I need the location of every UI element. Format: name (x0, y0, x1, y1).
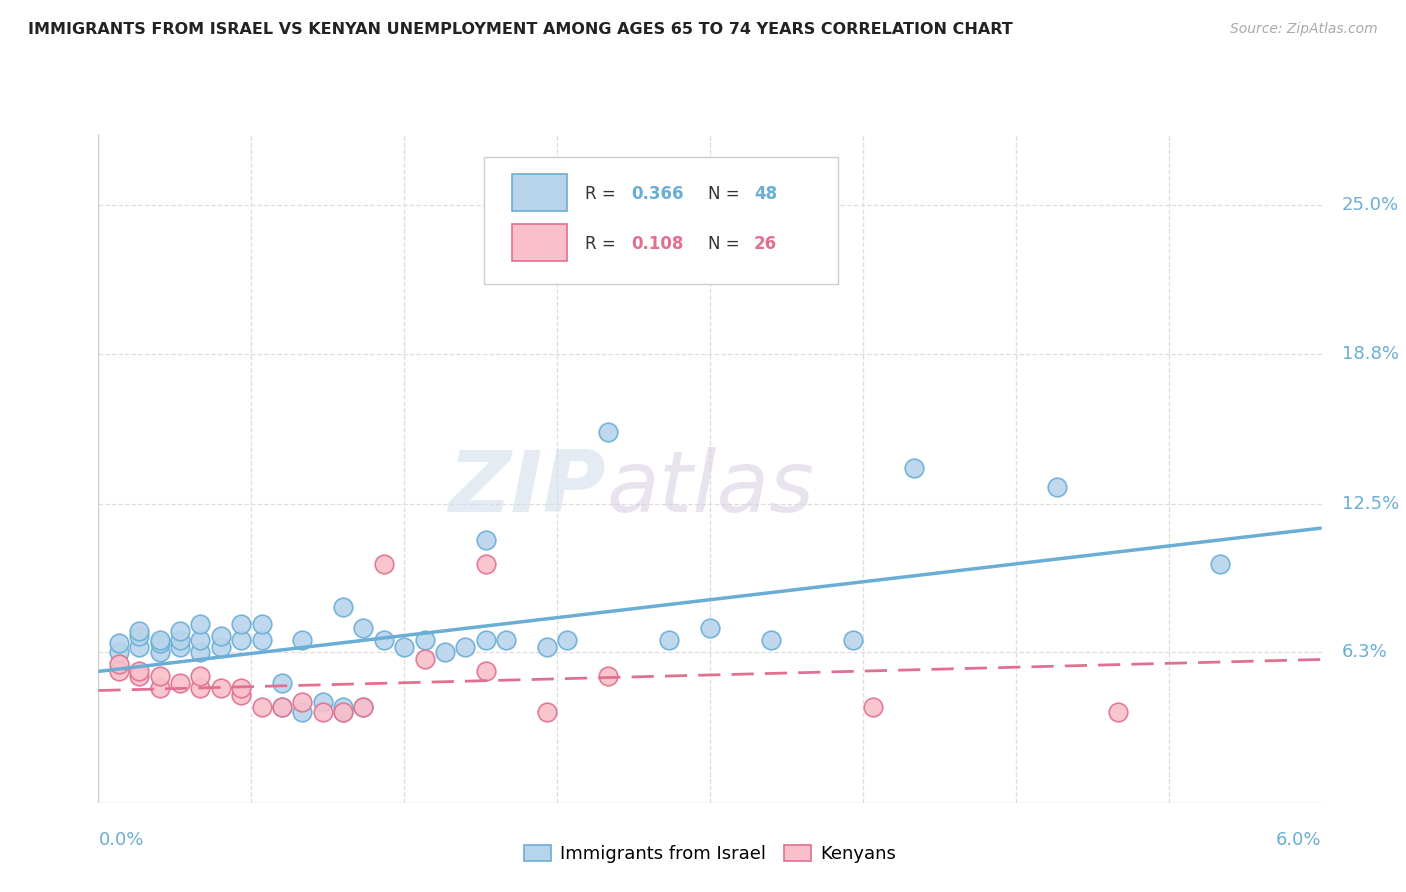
Point (188, 616, 212, 631)
Point (149, 645, 172, 659)
Point (352, 621, 374, 635)
Point (291, 633, 314, 648)
Text: R =: R = (585, 185, 621, 203)
Bar (512, 174, 567, 211)
Text: 6.3%: 6.3% (1341, 643, 1388, 661)
Point (270, 700, 292, 714)
Point (149, 669, 172, 683)
Point (209, 681, 232, 695)
Point (761, 633, 783, 648)
Point (250, 700, 273, 714)
Point (250, 616, 273, 631)
Point (311, 705, 335, 719)
Point (311, 696, 335, 710)
Point (332, 705, 354, 719)
Point (270, 700, 292, 714)
Text: 12.5%: 12.5% (1341, 495, 1399, 513)
Point (598, 425, 620, 440)
Point (474, 557, 498, 571)
Point (413, 633, 436, 648)
Point (169, 676, 191, 690)
Point (373, 633, 395, 648)
Point (188, 681, 212, 695)
Point (413, 652, 436, 666)
Point (169, 624, 191, 638)
Point (332, 599, 354, 614)
Legend: Immigrants from Israel, Kenyans: Immigrants from Israel, Kenyans (517, 838, 903, 871)
Text: Source: ZipAtlas.com: Source: ZipAtlas.com (1230, 22, 1378, 37)
Point (536, 640, 558, 655)
Point (169, 640, 191, 655)
Point (291, 705, 314, 719)
Point (433, 645, 456, 659)
Point (128, 640, 150, 655)
Point (454, 640, 477, 655)
Point (474, 533, 498, 547)
Point (128, 628, 150, 642)
Point (231, 616, 253, 631)
Text: 0.366: 0.366 (631, 185, 685, 203)
Point (352, 700, 374, 714)
FancyBboxPatch shape (484, 157, 838, 285)
Point (128, 624, 150, 638)
Point (188, 645, 212, 659)
Point (536, 705, 558, 719)
Point (474, 633, 498, 648)
Point (373, 557, 395, 571)
Point (169, 633, 191, 648)
Point (1107, 705, 1129, 719)
Bar (512, 224, 567, 260)
Text: 25.0%: 25.0% (1341, 196, 1399, 214)
Point (188, 633, 212, 648)
Point (128, 665, 150, 679)
Text: IMMIGRANTS FROM ISRAEL VS KENYAN UNEMPLOYMENT AMONG AGES 65 TO 74 YEARS CORRELAT: IMMIGRANTS FROM ISRAEL VS KENYAN UNEMPLO… (28, 22, 1012, 37)
Point (332, 700, 354, 714)
Point (862, 700, 884, 714)
Point (658, 633, 681, 648)
Point (250, 633, 273, 648)
Point (149, 633, 172, 648)
Point (270, 676, 292, 690)
Point (231, 633, 253, 648)
Point (474, 665, 498, 679)
Point (108, 657, 131, 672)
Point (1208, 557, 1232, 571)
Text: N =: N = (707, 185, 744, 203)
Point (495, 633, 517, 648)
Point (128, 669, 150, 683)
Point (108, 665, 131, 679)
Point (291, 696, 314, 710)
Point (1045, 480, 1069, 494)
Point (149, 681, 172, 695)
Point (841, 633, 863, 648)
Point (108, 645, 131, 659)
Text: R =: R = (585, 235, 621, 253)
Point (332, 705, 354, 719)
Text: N =: N = (707, 235, 744, 253)
Point (231, 681, 253, 695)
Text: 48: 48 (754, 185, 778, 203)
Text: ZIP: ZIP (449, 447, 606, 530)
Point (149, 636, 172, 650)
Point (903, 461, 925, 475)
Text: atlas: atlas (606, 447, 814, 530)
Point (598, 669, 620, 683)
Text: 0.108: 0.108 (631, 235, 685, 253)
Point (188, 669, 212, 683)
Point (209, 628, 232, 642)
Point (555, 633, 579, 648)
Text: 0.0%: 0.0% (98, 831, 143, 849)
Point (231, 688, 253, 702)
Text: 6.0%: 6.0% (1277, 831, 1322, 849)
Point (699, 621, 721, 635)
Text: 26: 26 (754, 235, 778, 253)
Point (108, 636, 131, 650)
Point (392, 640, 416, 655)
Point (209, 640, 232, 655)
Text: 18.8%: 18.8% (1341, 344, 1399, 363)
Point (352, 700, 374, 714)
